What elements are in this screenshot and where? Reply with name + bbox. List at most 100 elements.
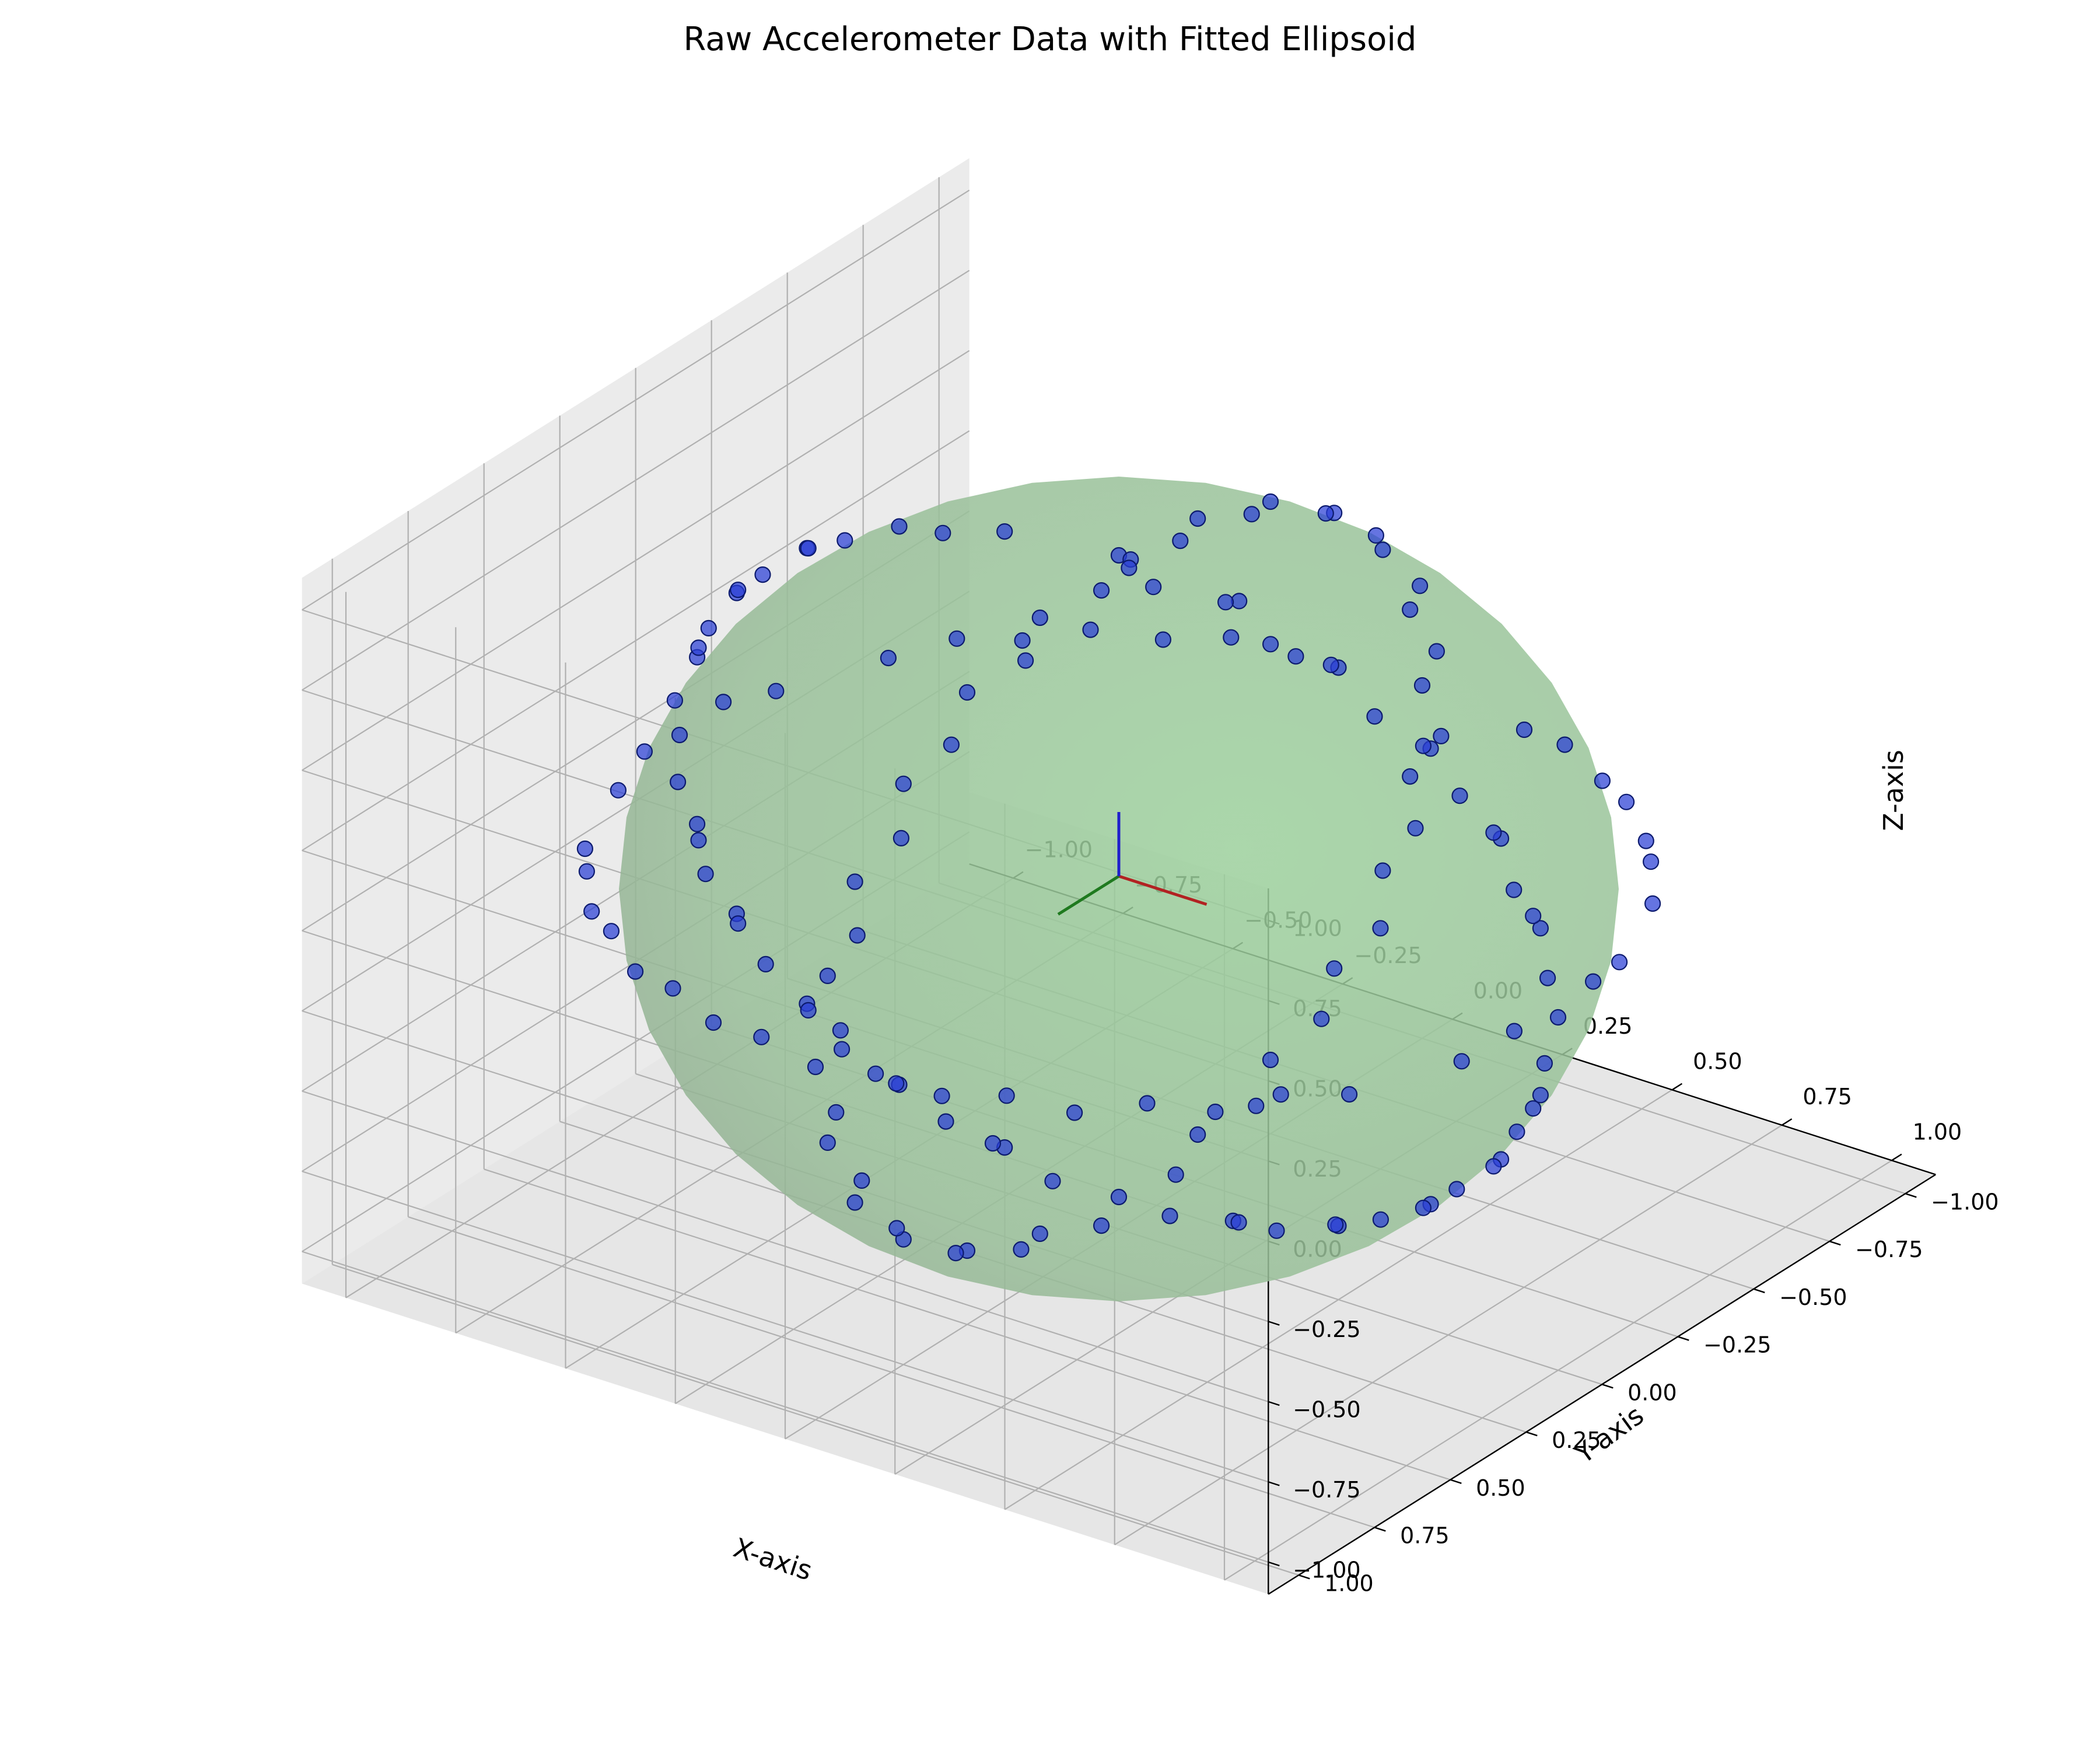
data-point: [933, 1087, 950, 1104]
data-point: [937, 1113, 954, 1130]
y-tick-label: 0.75: [1400, 1523, 1450, 1549]
y-tick-label: −0.50: [1779, 1284, 1847, 1310]
data-point: [1415, 1199, 1432, 1216]
z-tick-label-mark: [1268, 1321, 1280, 1326]
x-tick-label-mark: [1782, 1118, 1793, 1126]
data-point: [700, 620, 717, 637]
data-point: [690, 639, 707, 656]
data-point: [1618, 793, 1635, 810]
data-point: [1372, 1211, 1389, 1228]
data-point: [1372, 920, 1389, 937]
data-point: [1433, 727, 1450, 745]
y-tick-label: 0.50: [1476, 1475, 1525, 1501]
orientation-arrows: [1057, 812, 1208, 916]
data-point: [1402, 601, 1419, 618]
data-point: [1207, 1103, 1224, 1121]
y-grid-line: [408, 1216, 1375, 1528]
data-point: [891, 518, 908, 535]
data-point: [1262, 493, 1279, 510]
data-point: [958, 684, 976, 701]
y-tick-label: −1.00: [1931, 1189, 1999, 1214]
y-grid-line: [484, 1168, 1451, 1480]
y-tick-label: −0.25: [1703, 1332, 1771, 1358]
z-tick-label-mark: [1268, 1401, 1280, 1406]
data-point: [1374, 862, 1391, 879]
data-point: [1243, 506, 1260, 523]
data-point: [690, 832, 707, 849]
data-point: [867, 1065, 884, 1082]
data-point: [1121, 559, 1138, 576]
data-point: [943, 736, 960, 753]
data-point: [578, 863, 596, 880]
data-point: [1341, 1086, 1358, 1103]
data-point: [1167, 1166, 1184, 1183]
data-point: [1585, 973, 1602, 990]
data-point: [1539, 970, 1556, 986]
data-point: [1549, 1009, 1567, 1026]
data-point: [757, 956, 774, 973]
data-point: [1230, 1214, 1247, 1231]
data-point: [669, 774, 687, 790]
data-point: [1093, 582, 1110, 599]
data-point: [1272, 1086, 1289, 1103]
x-tick-label: 1.00: [1913, 1119, 1962, 1144]
data-point: [1248, 1097, 1265, 1114]
y-tick-label-mark: [1753, 1288, 1765, 1293]
data-point: [705, 1014, 722, 1031]
data-point: [1637, 832, 1654, 849]
data-point: [636, 743, 653, 760]
y-grid-line: [332, 1264, 1299, 1576]
data-point: [730, 915, 747, 932]
z-grid-line: [302, 190, 970, 611]
y-tick-label-mark: [1450, 1479, 1462, 1484]
x-tick-label: 0.75: [1803, 1084, 1852, 1110]
data-point: [1556, 736, 1573, 753]
data-point: [1407, 820, 1424, 836]
data-point: [1217, 594, 1234, 611]
data-point: [935, 524, 951, 541]
data-point: [819, 967, 836, 985]
x-grid-line: [1004, 1089, 1673, 1510]
data-point: [1327, 1216, 1344, 1233]
data-point: [583, 903, 600, 920]
data-point: [819, 1134, 836, 1152]
x-tick-label-mark: [1891, 1153, 1902, 1161]
y-tick-label: 0.25: [1552, 1427, 1601, 1453]
data-point: [715, 694, 732, 710]
z-grid-line: [302, 350, 970, 771]
data-point: [671, 726, 688, 744]
data-point: [1402, 768, 1419, 785]
y-tick-label-mark: [1905, 1193, 1917, 1198]
data-point: [688, 816, 706, 832]
data-point: [1262, 1051, 1279, 1069]
y-tick-label: 0.00: [1628, 1380, 1677, 1405]
z-tick-label: −0.50: [1293, 1396, 1360, 1422]
data-point: [1428, 643, 1445, 660]
data-point: [1485, 1158, 1502, 1175]
data-point: [807, 1058, 824, 1076]
data-point: [880, 649, 897, 667]
data-point: [1082, 621, 1099, 638]
z-grid-line: [302, 270, 970, 691]
data-point: [1268, 1222, 1285, 1239]
data-point: [664, 980, 681, 997]
z-tick-label-mark: [1268, 1481, 1280, 1486]
data-point: [1031, 609, 1048, 626]
x-axis-label: X-axis: [730, 1532, 816, 1587]
data-point: [1413, 677, 1431, 694]
data-point: [1031, 1225, 1048, 1242]
data-point: [1013, 1241, 1030, 1258]
data-point: [849, 927, 866, 944]
data-point: [753, 1028, 770, 1045]
data-point: [984, 1135, 1002, 1152]
data-point: [1044, 1172, 1061, 1189]
data-point: [892, 830, 910, 847]
data-point: [1317, 505, 1334, 522]
data-point: [1594, 772, 1611, 789]
data-point: [666, 692, 684, 709]
data-point: [828, 1104, 845, 1121]
x-tick-label: 0.50: [1693, 1048, 1742, 1074]
data-point: [730, 582, 747, 598]
data-point: [832, 1022, 849, 1039]
z-tick-label: −0.25: [1293, 1317, 1360, 1342]
